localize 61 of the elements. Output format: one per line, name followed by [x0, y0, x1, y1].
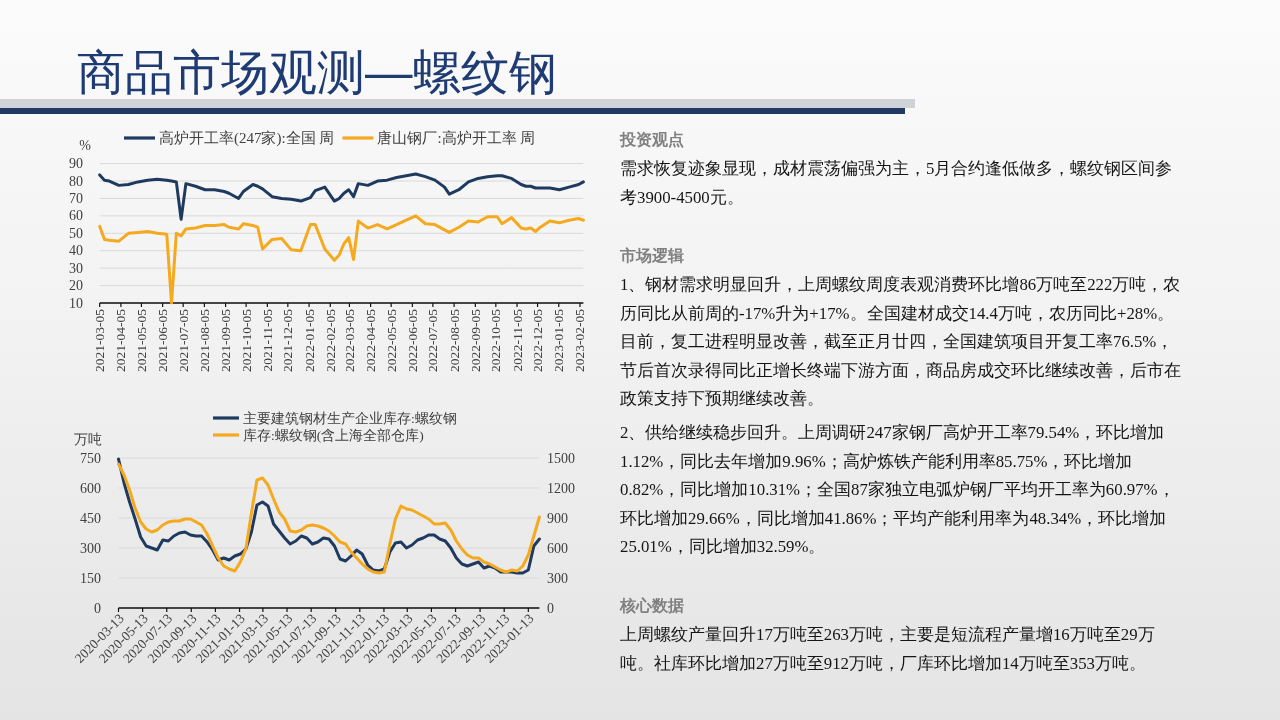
y2-tick-label: 1500: [547, 450, 575, 465]
x-tick-label: 2022-12-05: [530, 308, 546, 372]
x-tick-label: 2022-02-05: [322, 308, 338, 372]
text: 需求恢复迹象显现，成材震荡偏强为主，5月合约逢低做多，螺纹钢区间参考3900-4500元。: [620, 158, 1174, 209]
y-axis-title: %: [79, 137, 92, 153]
y-tick-label: 150: [80, 570, 101, 585]
text: 核心数据: [620, 596, 685, 616]
x-tick-label: 2023-01-05: [551, 308, 567, 372]
legend-label: 主要建筑钢材生产企业库存:螺纹钢: [243, 410, 457, 425]
text: 市场逻辑: [620, 246, 685, 266]
x-tick-label: 2022-11-05: [509, 308, 525, 372]
text: 2、供给继续稳步回升。上周调研247家钢厂高炉开工率79.54%，环比增加1.12%，同比去年增加9.96%；高炉炼铁产能利用率85.75%，环比增加0.82%，同比增加10.31%；全国87家独立电弧炉钢厂平均开工率为60.97%，环比增加29.66%，同比增加41.86%；平均产能利用率为48.34%，环比增加25.01%，同比增加32.59%。: [620, 421, 1176, 559]
line-series: [98, 172, 585, 221]
legend-label: 高炉开工率(247家):全国 周: [159, 130, 335, 147]
text: 上周螺纹产量回升17万吨至263万吨，主要是短流程产量增16万吨至29万吨。社库环比增加27万吨至912万吨，厂库环比增加14万吨至353万吨。: [620, 624, 1156, 675]
y-tick-label: 90: [69, 156, 83, 172]
y2-tick-label: 0: [547, 600, 554, 615]
x-tick-label: 2021-11-05: [259, 308, 275, 372]
x-tick-label: 2021-09-05: [218, 308, 234, 372]
x-tick-label: 2022-05-05: [383, 308, 399, 372]
y2-tick-label: 900: [547, 510, 568, 525]
y2-tick-label: 300: [547, 570, 568, 585]
y-tick-label: 0: [94, 600, 101, 615]
y-tick-label: 450: [80, 510, 101, 525]
y-tick-label: 40: [69, 243, 83, 259]
y2-tick-label: 600: [547, 540, 568, 555]
x-tick-label: 2021-03-05: [92, 308, 108, 372]
x-tick-label: 2021-06-05: [155, 308, 171, 372]
y-tick-label: 300: [80, 540, 101, 555]
x-tick-label: 2022-04-05: [363, 308, 379, 372]
y-tick-label: 10: [69, 295, 83, 311]
line-series: [98, 214, 585, 305]
x-tick-label: 2021-07-05: [175, 308, 191, 372]
text: 投资观点: [620, 130, 685, 150]
y-tick-label: 80: [69, 173, 83, 189]
y-tick-label: 70: [69, 190, 83, 206]
y-tick-label: 30: [69, 260, 83, 276]
y-axis-title: 万吨: [74, 431, 102, 446]
x-tick-label: 2023-02-05: [572, 308, 588, 372]
x-tick-label: 2022-09-05: [467, 308, 483, 372]
x-tick-label: 2022-03-05: [341, 308, 357, 372]
y-tick-label: 20: [69, 278, 83, 294]
x-tick-label: 2021-12-05: [280, 308, 296, 372]
y2-tick-label: 1200: [547, 480, 575, 495]
legend-label: 唐山钢厂:高炉开工率 周: [377, 130, 536, 146]
x-tick-label: 2022-06-05: [404, 308, 420, 372]
y-tick-label: 750: [80, 450, 101, 465]
y-tick-label: 60: [69, 208, 83, 224]
y-tick-label: 600: [80, 480, 101, 495]
y-tick-label: 50: [69, 225, 83, 241]
x-tick-label: 2022-01-05: [301, 308, 317, 372]
x-tick-label: 2022-10-05: [488, 308, 504, 372]
x-tick-label: 2021-05-05: [133, 308, 149, 372]
text: 1、钢材需求明显回升，上周螺纹周度表观消费环比增86万吨至222万吨，农历同比从前周的-17%升为+17%。全国建材成交14.4万吨，农历同比+28%。目前，复工进程明显改善，截至正月廿四，全国建筑项目开复工率76.5%，节后首次录得同比正增长终端下游方面，商品房成交环比继续改善，后市在政策支持下预期继续改善。: [620, 274, 1182, 411]
x-tick-label: 2021-04-05: [113, 308, 129, 372]
x-tick-label: 2022-08-05: [446, 308, 462, 372]
x-tick-label: 2021-08-05: [196, 308, 212, 372]
legend-label: 库存:螺纹钢(含上海全部仓库): [243, 427, 424, 442]
x-tick-label: 2022-07-05: [425, 308, 441, 372]
text: 商品市场观测—螺纹钢: [77, 45, 557, 101]
x-tick-label: 2021-10-05: [238, 308, 254, 372]
